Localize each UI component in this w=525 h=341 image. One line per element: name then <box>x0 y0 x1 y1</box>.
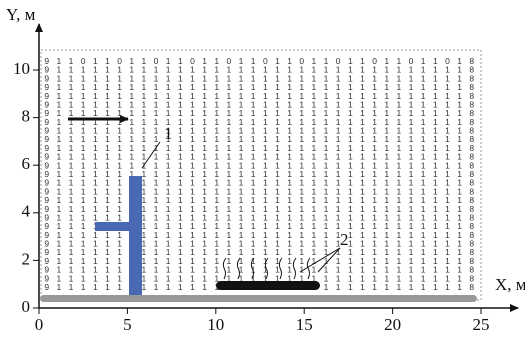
cell-column: 111111111111111111111111111 <box>272 56 282 292</box>
x-axis-label: X, м <box>495 275 525 294</box>
cell-column: 111111111111111111111111111 <box>90 56 100 292</box>
y-tick-label: 10 <box>13 59 30 78</box>
cell-column: 111111111111111111111111111 <box>418 56 428 292</box>
cell-column: 011111111111111111111111111 <box>406 56 416 292</box>
barrier-vertical <box>129 176 142 295</box>
y-tick-label: 8 <box>22 107 31 126</box>
cell-column: 011111111111111111111111111 <box>115 56 125 292</box>
cell-column: 111111111111111111111111111 <box>321 56 331 292</box>
cell-column: 111111111111111111111111111 <box>236 56 246 292</box>
cell-column: 111111111111111111111111111 <box>212 56 222 292</box>
cell-column: 111111111111111111111111111 <box>357 56 367 292</box>
cell-column: 011111111111111111111111111 <box>370 56 380 292</box>
x-tick-label: 0 <box>35 315 44 334</box>
y-tick-label: 2 <box>22 249 31 268</box>
cell-column: 111111111111111111111111111 <box>285 56 295 292</box>
cell-column: 111111111111111111111111111 <box>66 56 76 292</box>
cell-column: 011111111111111111111111111 <box>224 56 234 292</box>
leader-1 <box>141 141 161 169</box>
cell-column: 011111111111111111111111111 <box>442 56 452 292</box>
barrier-horizontal <box>95 222 129 231</box>
cell-column: 111111111111111111111111111 <box>430 56 440 292</box>
emission-arrows <box>222 257 311 280</box>
cell-grid: 9999999999999999999999999991111111111111… <box>42 56 477 292</box>
x-tick-label: 15 <box>296 315 313 334</box>
cell-column: 111111111111111111111111111 <box>309 56 319 292</box>
cell-column: 111111111111111111111111111 <box>175 56 185 292</box>
cell-column: 888888888888888888888888888 <box>467 56 477 292</box>
cell-column: 111111111111111111111111111 <box>200 56 210 292</box>
cell-column: 111111111111111111111111111 <box>382 56 392 292</box>
cell-column: 111111111111111111111111111 <box>248 56 258 292</box>
x-tick-label: 25 <box>473 315 490 334</box>
cell-column: 011111111111111111111111111 <box>78 56 88 292</box>
leader-2b <box>299 247 341 273</box>
cell-column: 011111111111111111111111111 <box>151 56 161 292</box>
cell-column: 011111111111111111111111111 <box>187 56 197 292</box>
cell-column: 111111111111111111111111111 <box>455 56 465 292</box>
cell-column: 111111111111111111111111111 <box>54 56 64 292</box>
cell-column: 111111111111111111111111111 <box>394 56 404 292</box>
x-tick-label: 20 <box>384 315 401 334</box>
x-tick-label: 10 <box>207 315 224 334</box>
y-tick-label: 6 <box>22 154 31 173</box>
cell-column: 999999999999999999999999999 <box>42 56 52 292</box>
annotation: 1 <box>164 124 173 143</box>
ground <box>40 295 477 302</box>
y-tick-label: 0 <box>22 297 31 316</box>
cell-column: 111111111111111111111111111 <box>139 56 149 292</box>
source <box>216 281 320 290</box>
annotation: 2 <box>340 230 349 249</box>
y-tick-label: 4 <box>22 202 31 221</box>
y-axis-label: Y, м <box>6 5 36 24</box>
cell-column: 111111111111111111111111111 <box>163 56 173 292</box>
cell-column: 011111111111111111111111111 <box>260 56 270 292</box>
cell-column: 111111111111111111111111111 <box>345 56 355 292</box>
cell-column: 111111111111111111111111111 <box>102 56 112 292</box>
x-tick-label: 5 <box>123 315 132 334</box>
cell-column: 011111111111111111111111111 <box>297 56 307 292</box>
leader-2 <box>317 247 341 273</box>
cell-column: 011111111111111111111111111 <box>333 56 343 292</box>
cell-column: 111111111111111111111111111 <box>127 56 137 292</box>
